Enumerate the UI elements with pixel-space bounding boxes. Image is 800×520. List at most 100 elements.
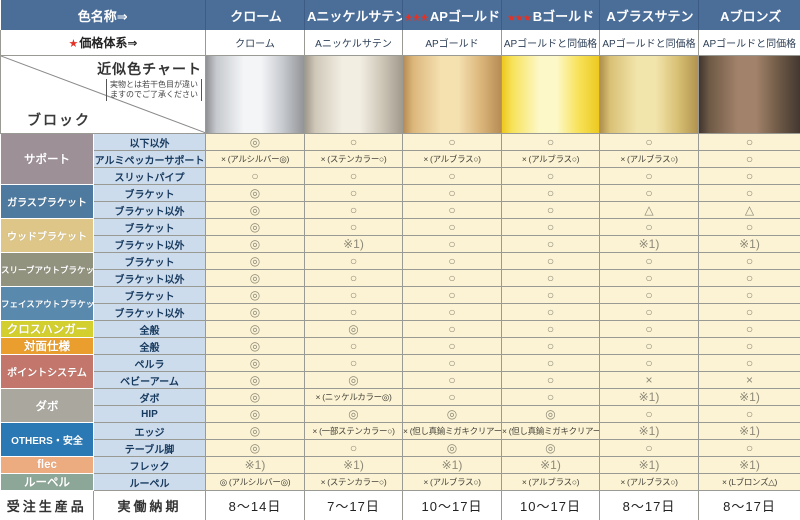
cell: ○ <box>599 184 699 202</box>
cell: × (ステンカラー○) <box>304 150 403 168</box>
price-tier-row: ★ 価格体系⇒ クローム Aニッケルサテン APゴールド APゴールドと同価格 A… <box>0 30 800 56</box>
cell: ◎ <box>205 439 305 457</box>
block-label: ブロック <box>27 112 91 128</box>
category-wood-bracket: ウッドブラケット <box>0 218 94 253</box>
row-label: 以下以外 <box>93 133 206 151</box>
delivery-time: 8〜17日 <box>698 490 800 520</box>
cell: ○ <box>698 405 800 423</box>
price-tier: APゴールドと同価格 <box>501 30 600 56</box>
delivery-time: 10〜17日 <box>501 490 600 520</box>
cell: × (Lブロンズ△) <box>698 473 800 491</box>
cell: × (アルシルバー◎) <box>205 150 305 168</box>
cell: ○ <box>501 354 600 372</box>
cell: ○ <box>501 303 600 321</box>
cell: ○ <box>599 286 699 304</box>
cell: ◎ <box>205 218 305 236</box>
cell: × (アルブラス○) <box>599 473 699 491</box>
table-row: ブラケット以外 ◎ ○ ○ ○ △ △ <box>1 201 800 219</box>
cell: ○ <box>501 167 600 185</box>
row-label: ブラケット <box>93 286 206 304</box>
cell: ○ <box>304 303 403 321</box>
row-label: フレック <box>93 456 206 474</box>
cell: ※1) <box>599 235 699 253</box>
cell: ※1) <box>304 235 403 253</box>
cell: ※1) <box>698 235 800 253</box>
cell: ※1) <box>698 388 800 406</box>
cell: ○ <box>304 218 403 236</box>
cell: ※1) <box>205 456 305 474</box>
table-row: フェイスアウトブラケット ブラケット ◎ ○ ○ ○ ○ ○ <box>0 286 800 321</box>
swatch-row: 近似色チャート 実物とは若干色目が違い ますのでご了承ください ブロック <box>0 55 800 134</box>
cell: ○ <box>698 439 800 457</box>
col-header-b-gold: ★★★ Bゴールド <box>501 0 600 30</box>
stars: ★★★ <box>404 12 429 24</box>
cell: ◎ <box>205 354 305 372</box>
row-label: テーブル脚 <box>93 439 206 457</box>
price-tier: APゴールドと同価格 <box>698 30 800 56</box>
cell: ※1) <box>698 422 800 440</box>
row-label: ブラケット以外 <box>93 303 206 321</box>
row-label: ブラケット以外 <box>93 201 206 219</box>
cell: ○ <box>304 133 403 151</box>
table-row: クロスハンガー 全般 ◎ ◎ ○ ○ ○ ○ <box>0 320 800 338</box>
cell: ※1) <box>698 456 800 474</box>
cell: ○ <box>402 371 502 389</box>
price-tier: APゴールド <box>402 30 502 56</box>
cell: ○ <box>501 320 600 338</box>
cell: ◎ <box>205 252 305 270</box>
cell: ○ <box>205 167 305 185</box>
table-row: flec フレック ※1) ※1) ※1) ※1) ※1) ※1) <box>0 456 800 474</box>
cell: ※1) <box>599 388 699 406</box>
cell: ○ <box>698 269 800 287</box>
cell: ○ <box>402 388 502 406</box>
cell: ◎ <box>205 337 305 355</box>
cell: ○ <box>698 337 800 355</box>
cell: ○ <box>698 150 800 168</box>
cell: ○ <box>304 167 403 185</box>
cell: × (アルブラス○) <box>402 150 502 168</box>
col-header-ap-gold: ★★★ APゴールド <box>402 0 502 30</box>
cell: ○ <box>501 133 600 151</box>
col-header-chrome: クローム <box>205 0 305 30</box>
cell: ○ <box>402 235 502 253</box>
price-tier: クローム <box>205 30 305 56</box>
cell: ○ <box>402 320 502 338</box>
cell: ◎ <box>205 371 305 389</box>
cell: ○ <box>599 218 699 236</box>
row-label: アルミペッカーサポート <box>93 150 206 168</box>
cell: × (但し真鍮ミガキクリアー) <box>402 422 502 440</box>
table-row: ブラケット以外 ◎ ※1) ○ ○ ※1) ※1) <box>1 235 800 253</box>
cell: ◎ <box>205 201 305 219</box>
category-loupel: ルーペル <box>0 473 94 491</box>
row-label: スリットパイプ <box>93 167 206 185</box>
row-label: ブラケット <box>93 252 206 270</box>
delivery-row: 受注生産品 実働納期 8〜14日 7〜17日 10〜17日 10〜17日 8〜1… <box>0 490 800 520</box>
table-row: ベビーアーム ◎ ◎ ○ ○ × × <box>1 371 800 389</box>
corner-label: 色名称⇒ <box>0 0 206 30</box>
cell: ◎ <box>304 405 403 423</box>
cell: ◎ <box>205 269 305 287</box>
cell: × (アルブラス○) <box>599 150 699 168</box>
row-label: ブラケット <box>93 184 206 202</box>
cell: ○ <box>304 201 403 219</box>
cell: ○ <box>698 218 800 236</box>
cell: ◎ <box>205 388 305 406</box>
cell: ○ <box>402 201 502 219</box>
row-label: ルーペル <box>93 473 206 491</box>
cell: ○ <box>304 286 403 304</box>
table-row: サポート 以下以外 ◎ ○ ○ ○ ○ ○ <box>0 133 800 185</box>
cell: ○ <box>599 133 699 151</box>
price-tier: Aニッケルサテン <box>304 30 403 56</box>
cell: × (但し真鍮ミガキクリアー) <box>501 422 600 440</box>
cell: ○ <box>599 405 699 423</box>
diagonal-line <box>1 56 205 133</box>
row-label: 全般 <box>93 337 206 355</box>
cell: × (アルブラス○) <box>501 150 600 168</box>
cell: ○ <box>402 218 502 236</box>
cell: ○ <box>402 133 502 151</box>
cell: ○ <box>599 320 699 338</box>
table-row: アルミペッカーサポート × (アルシルバー◎) × (ステンカラー○) × (アルブ… <box>1 150 800 168</box>
cell: ○ <box>501 218 600 236</box>
cell: ○ <box>501 235 600 253</box>
cell: ○ <box>501 337 600 355</box>
